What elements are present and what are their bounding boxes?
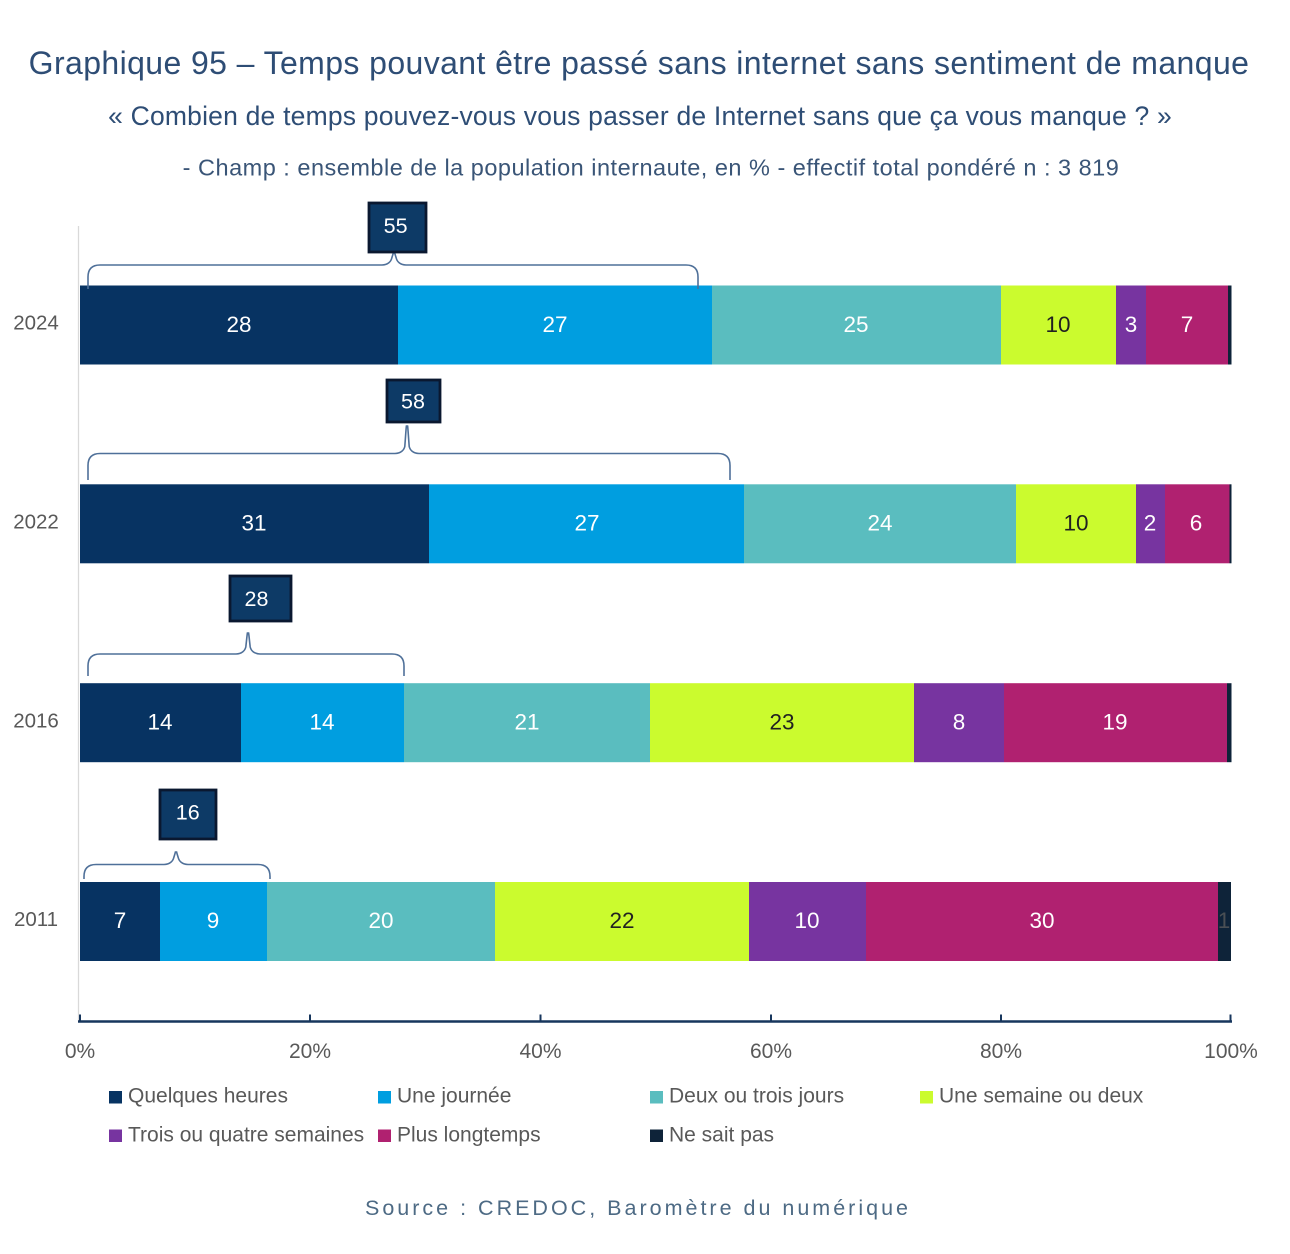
svg-text:20: 20 bbox=[368, 908, 393, 933]
svg-text:Quelques heures: Quelques heures bbox=[128, 1085, 288, 1108]
svg-text:0%: 0% bbox=[65, 1040, 95, 1063]
svg-text:19: 19 bbox=[1102, 710, 1127, 735]
svg-text:23: 23 bbox=[769, 710, 794, 735]
svg-text:31: 31 bbox=[241, 511, 266, 536]
svg-text:Plus longtemps: Plus longtemps bbox=[397, 1124, 541, 1147]
svg-text:100%: 100% bbox=[1204, 1040, 1258, 1063]
svg-text:27: 27 bbox=[542, 312, 567, 337]
svg-text:6: 6 bbox=[1190, 511, 1203, 536]
svg-text:10: 10 bbox=[1045, 312, 1070, 337]
svg-text:55: 55 bbox=[384, 214, 408, 238]
svg-text:30: 30 bbox=[1029, 908, 1054, 933]
svg-text:27: 27 bbox=[574, 511, 599, 536]
svg-text:2024: 2024 bbox=[13, 312, 59, 335]
svg-text:Une semaine ou deux: Une semaine ou deux bbox=[939, 1085, 1144, 1108]
svg-text:Ne sait pas: Ne sait pas bbox=[669, 1124, 774, 1147]
svg-text:Trois ou quatre semaines: Trois ou quatre semaines bbox=[128, 1124, 364, 1147]
svg-text:10: 10 bbox=[794, 908, 819, 933]
svg-text:14: 14 bbox=[147, 710, 172, 735]
svg-text:2016: 2016 bbox=[13, 710, 59, 733]
svg-text:2022: 2022 bbox=[13, 511, 59, 534]
svg-text:7: 7 bbox=[1181, 312, 1194, 337]
svg-text:« Combien de temps pouvez-vous: « Combien de temps pouvez-vous vous pass… bbox=[108, 101, 1172, 131]
svg-text:Deux ou trois jours: Deux ou trois jours bbox=[669, 1085, 844, 1108]
svg-text:7: 7 bbox=[114, 908, 127, 933]
svg-text:60%: 60% bbox=[750, 1040, 792, 1063]
svg-text:10: 10 bbox=[1063, 511, 1088, 536]
svg-text:2011: 2011 bbox=[14, 908, 58, 931]
svg-text:40%: 40% bbox=[519, 1040, 561, 1063]
svg-text:16: 16 bbox=[176, 801, 200, 825]
svg-text:22: 22 bbox=[609, 908, 634, 933]
svg-text:Source : CREDOC, Baromètre du: Source : CREDOC, Baromètre du numérique bbox=[365, 1196, 911, 1220]
svg-text:8: 8 bbox=[953, 710, 966, 735]
svg-text:28: 28 bbox=[245, 587, 269, 611]
svg-text:25: 25 bbox=[843, 312, 868, 337]
svg-text:21: 21 bbox=[514, 710, 539, 735]
svg-text:24: 24 bbox=[867, 511, 892, 536]
svg-text:3: 3 bbox=[1125, 312, 1138, 337]
svg-text:20%: 20% bbox=[289, 1040, 331, 1063]
svg-text:2: 2 bbox=[1144, 511, 1157, 536]
svg-text:58: 58 bbox=[401, 390, 425, 414]
svg-text:- Champ : ensemble de la popul: - Champ : ensemble de la population inte… bbox=[183, 155, 1120, 181]
svg-text:14: 14 bbox=[309, 710, 334, 735]
svg-text:9: 9 bbox=[207, 908, 220, 933]
svg-text:1: 1 bbox=[1218, 908, 1231, 933]
svg-text:Graphique 95 – Temps pouvant ê: Graphique 95 – Temps pouvant être passé … bbox=[29, 45, 1250, 81]
svg-text:80%: 80% bbox=[980, 1040, 1022, 1063]
svg-text:28: 28 bbox=[226, 312, 251, 337]
svg-text:Une journée: Une journée bbox=[397, 1085, 511, 1108]
